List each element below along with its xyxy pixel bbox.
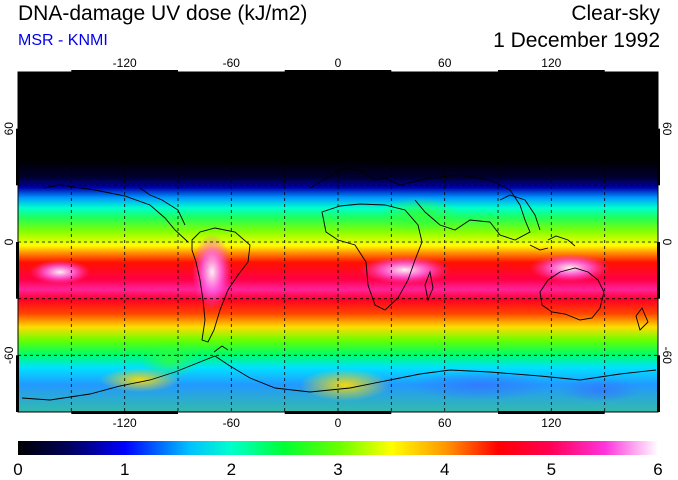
colorbar-tick-label: 4 [440,460,449,479]
graticule [18,72,658,412]
lon-tick-label: -60 [223,416,241,430]
antarctica-coast [21,355,657,401]
colorbar-tick-label: 1 [120,460,129,479]
lon-tick-label: 0 [335,56,342,70]
antarctic-peninsula-coast [213,345,229,353]
antarctica-yellow [300,369,390,401]
frame-band [16,355,19,412]
lon-labels-top: -120 -60 0 60 120 [113,56,562,70]
frame-band [657,242,660,299]
lon-tick-label: -60 [223,56,241,70]
north-america-east-coast [139,187,186,226]
new-zealand-coast [635,307,649,331]
lat-tick-label: -60 [2,346,16,364]
lon-tick-label: 120 [541,56,561,70]
indonesia-coast [547,235,576,247]
colorbar: 0 1 2 3 4 5 6 [13,441,663,479]
lat-tick-label: 0 [660,239,674,246]
lat-labels-left: 60 0 -60 [2,122,16,364]
lon-tick-label: 60 [438,416,452,430]
sky-condition-label: Clear-sky [571,2,660,25]
frame-band [498,70,605,73]
lon-tick-label: 120 [541,416,561,430]
map-title: DNA-damage UV dose (kJ/m2) [18,2,308,25]
coastlines [21,167,657,401]
africa-coast [321,203,423,311]
sahara-green [380,197,460,233]
east-asia-coast [499,194,541,231]
frame-band [657,128,660,186]
frame-band [71,411,178,414]
date-label: 1 December 1992 [493,29,660,52]
lat-tick-label: 0 [2,238,16,245]
asia-coast [399,174,531,241]
colorbar-tick-label: 2 [227,460,236,479]
africa-hotspot [360,256,450,284]
australia-coast [539,267,605,321]
source-label: MSR - KNMI [18,32,108,49]
colorbar-tick-label: 0 [13,460,22,479]
frame-band [657,355,660,412]
drake-green [140,342,200,378]
australia-hotspot [530,254,610,282]
lat-tick-label: 60 [2,122,16,136]
frame-band [71,70,178,73]
east-antarctic-blue [410,370,550,400]
lon-tick-label: 0 [335,416,342,430]
lon-tick-label: -120 [113,56,137,70]
frame-band [16,128,19,186]
frame-band [284,70,392,73]
colorbar-ramp [18,441,658,455]
lon-tick-label: 60 [438,56,452,70]
colorbar-labels: 0 1 2 3 4 5 6 [13,460,662,479]
colorbar-tick-label: 5 [547,460,556,479]
frame-band [284,411,392,414]
lon-tick-label: -120 [113,416,137,430]
pacific-hotspot [30,260,90,284]
colorbar-tick-label: 6 [653,460,662,479]
lat-tick-label: 60 [660,122,674,136]
europe-coast [309,167,401,189]
borneo-coast [529,244,549,251]
south-america-coast [191,227,251,343]
ross-blue [560,378,640,402]
frame-band [498,411,605,414]
frame-band [16,242,19,299]
lat-labels-right: 60 0 -60 [660,122,674,364]
lon-labels-bottom: -120 -60 0 60 120 [113,416,562,430]
colorbar-tick-label: 3 [333,460,342,479]
north-america-coast [43,184,189,243]
map-frame [16,70,660,414]
madagascar-coast [424,270,434,302]
lat-tick-label: -60 [660,347,674,365]
